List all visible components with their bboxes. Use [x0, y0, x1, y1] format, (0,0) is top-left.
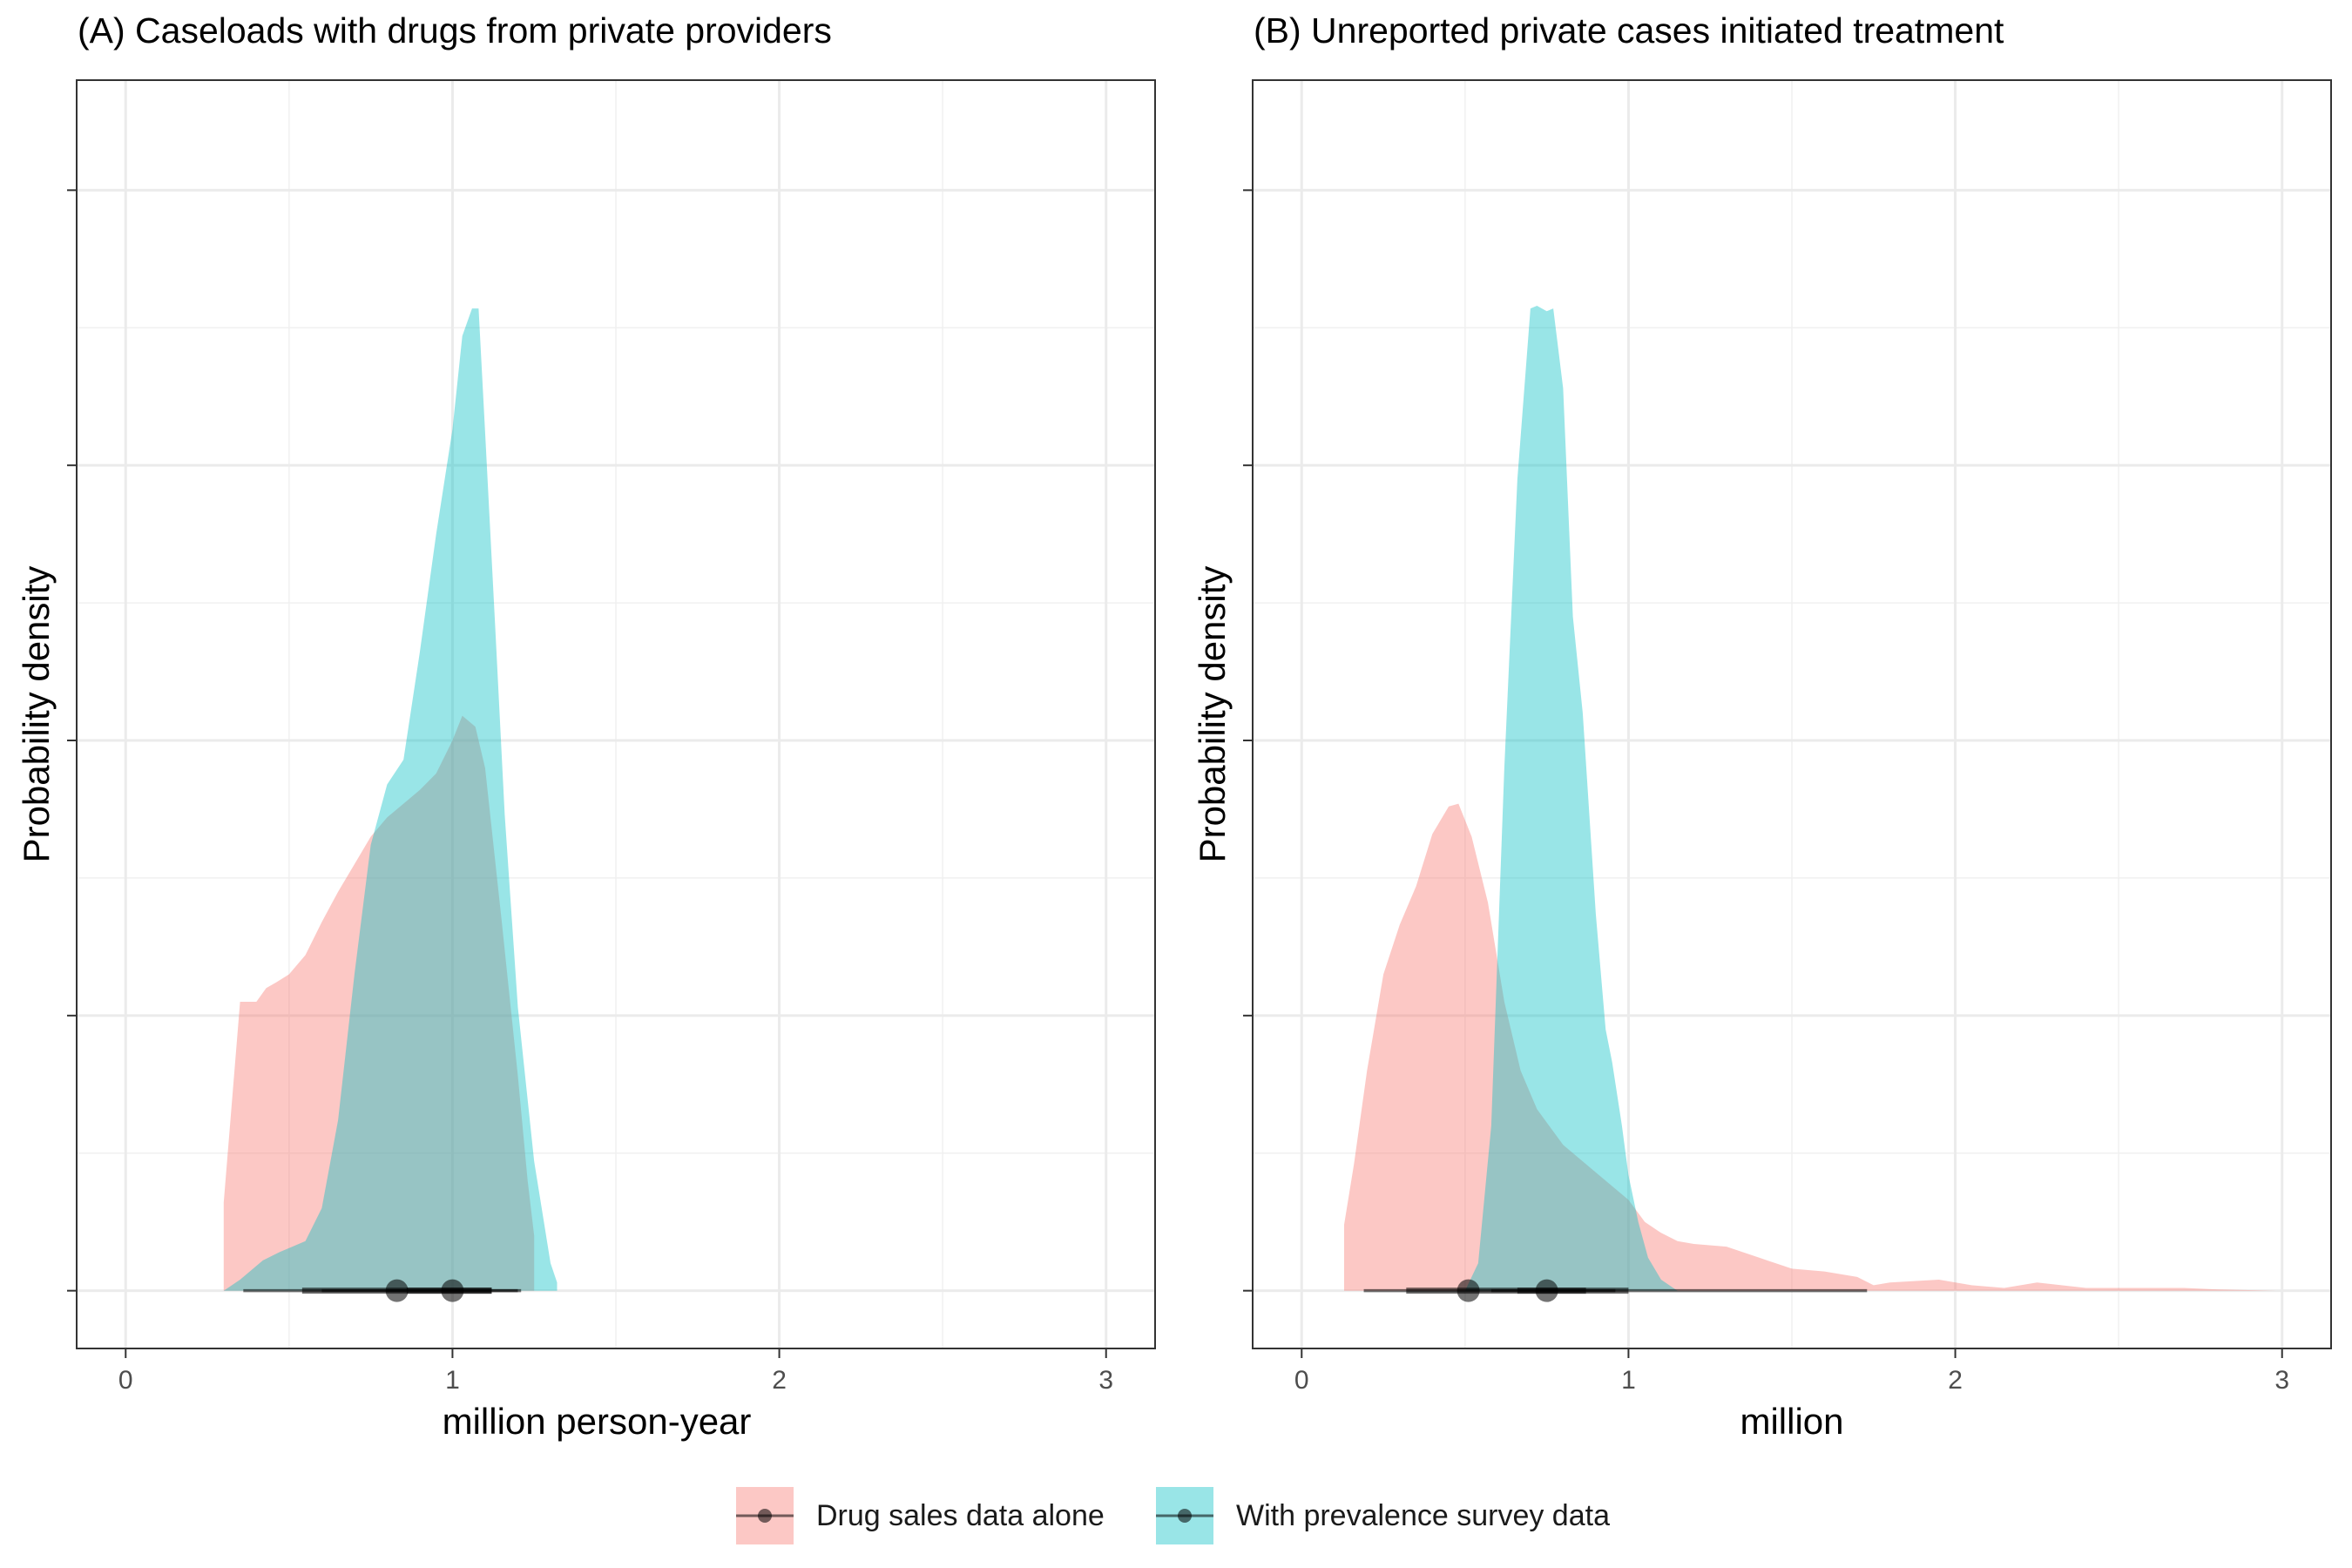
panel-a-x-tick-label: 2 [772, 1366, 787, 1395]
legend-item-prevalence-survey: With prevalence survey data [1156, 1481, 1610, 1551]
panel-b-title: (B) Unreported private cases initiated t… [1254, 10, 2004, 51]
panel-b-interval-drug-sales-median-point [1456, 1279, 1480, 1302]
panel-b-x-tick-label: 0 [1294, 1366, 1309, 1395]
panel-a-interval-prevalence-survey-median-point [441, 1279, 464, 1302]
panel-a-density-drug-sales [223, 715, 535, 1291]
panel-a-density-prevalence-survey [223, 308, 558, 1291]
panel-b: 0 1 2 3 [1243, 79, 2332, 1395]
panel-b-y-axis-title: Probability density [1192, 565, 1233, 863]
panel-a-panel-border [76, 79, 1156, 1349]
panel-b-x-tick-label: 2 [1948, 1366, 1963, 1395]
legend: Drug sales data alone With prevalence su… [0, 1481, 2352, 1551]
panel-b-panel-border [1252, 79, 2332, 1349]
panel-b-interval-prevalence-survey-median-point [1535, 1279, 1558, 1302]
legend-key-drug-sales [736, 1487, 794, 1544]
panel-b-x-tick-label: 1 [1621, 1366, 1636, 1395]
panel-a-x-tick-label: 0 [118, 1366, 133, 1395]
panel-b-density-prevalence-survey [1464, 306, 1678, 1291]
legend-label-drug-sales: Drug sales data alone [816, 1498, 1105, 1532]
legend-key-prevalence-survey [1156, 1487, 1213, 1544]
legend-label-prevalence-survey: With prevalence survey data [1236, 1498, 1610, 1532]
panel-a-x-tick-label: 3 [1098, 1366, 1113, 1395]
legend-item-drug-sales: Drug sales data alone [736, 1481, 1105, 1551]
panel-a-x-axis-title: million person-year [442, 1401, 752, 1442]
panel-b-x-axis-title: million [1740, 1401, 1844, 1442]
panel-a: 0 1 2 3 [67, 79, 1156, 1395]
panel-a-y-axis-title: Probability density [16, 565, 57, 863]
panel-a-x-tick-label: 1 [445, 1366, 460, 1395]
panel-b-x-tick-label: 3 [2274, 1366, 2289, 1395]
panel-a-title: (A) Caseloads with drugs from private pr… [78, 10, 832, 51]
panel-b-density-drug-sales [1344, 803, 2276, 1291]
